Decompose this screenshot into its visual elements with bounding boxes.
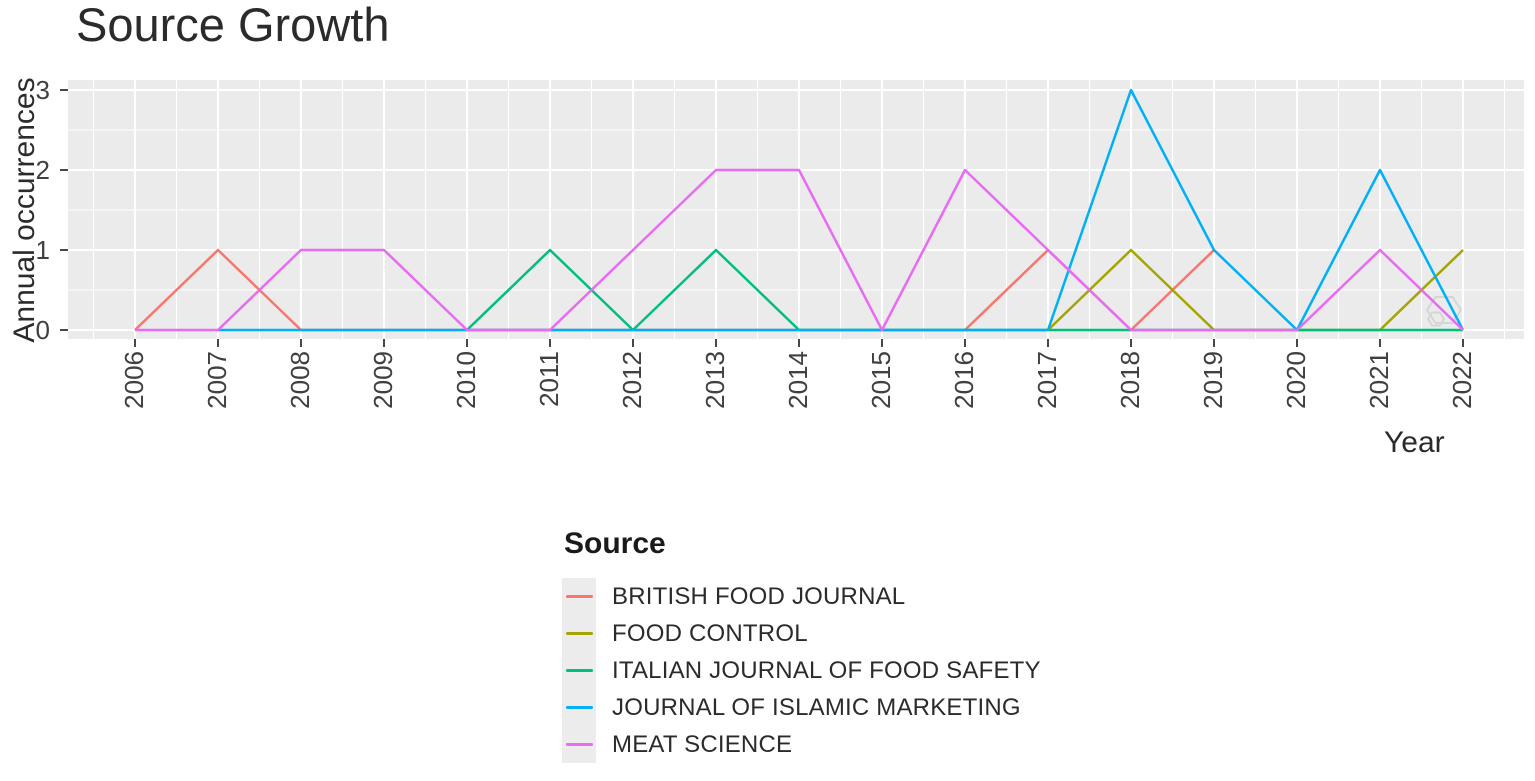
legend-line-swatch <box>565 631 593 636</box>
x-tick-label: 2016 <box>949 351 979 409</box>
x-tick-label: 2009 <box>368 351 398 409</box>
y-tick-label: 2 <box>35 155 50 185</box>
x-tick-label: 2020 <box>1281 351 1311 409</box>
x-tick-label: 2008 <box>285 351 315 409</box>
x-tick-label: 2017 <box>1032 351 1062 409</box>
x-tick-label: 2019 <box>1198 351 1228 409</box>
legend-line-swatch <box>565 668 593 673</box>
x-tick-label: 2013 <box>700 351 730 409</box>
legend-key <box>562 578 596 615</box>
legend-key <box>562 689 596 726</box>
legend-line-swatch <box>565 594 593 599</box>
y-tick-label: 1 <box>35 235 50 265</box>
legend-item: BRITISH FOOD JOURNAL <box>562 578 1041 615</box>
legend-item: MEAT SCIENCE <box>562 726 1041 763</box>
legend-item-label: BRITISH FOOD JOURNAL <box>612 582 906 610</box>
legend-line-swatch <box>565 742 593 747</box>
legend-key <box>562 615 596 652</box>
legend: Source BRITISH FOOD JOURNAL FOOD CONTROL I… <box>562 527 1041 763</box>
series-line-meat-science <box>135 168 1464 332</box>
series-line-journal-of-islamic-marketing <box>218 88 1465 332</box>
watermark-hexagon-icon <box>1425 296 1463 327</box>
x-tick-label: 2018 <box>1115 351 1145 409</box>
legend-line-swatch <box>565 705 593 710</box>
legend-item-label: ITALIAN JOURNAL OF FOOD SAFETY <box>612 656 1041 684</box>
x-tick-label: 2012 <box>617 351 647 409</box>
x-tick-label: 2010 <box>451 351 481 409</box>
legend-item: ITALIAN JOURNAL OF FOOD SAFETY <box>562 652 1041 689</box>
legend-title: Source <box>564 527 666 560</box>
legend-items: BRITISH FOOD JOURNAL FOOD CONTROL ITALIAN … <box>562 578 1041 763</box>
legend-item: JOURNAL OF ISLAMIC MARKETING <box>562 689 1041 726</box>
chart-title: Source Growth <box>76 0 390 51</box>
y-tick-label: 0 <box>35 315 50 345</box>
x-tick-label: 2007 <box>202 351 232 409</box>
legend-item-label: JOURNAL OF ISLAMIC MARKETING <box>612 693 1021 721</box>
x-tick-label: 2011 <box>534 351 564 407</box>
legend-item: FOOD CONTROL <box>562 615 1041 652</box>
x-tick-label: 2022 <box>1447 351 1477 409</box>
legend-key <box>562 652 596 689</box>
legend-item-label: MEAT SCIENCE <box>612 730 793 758</box>
x-tick-label: 2015 <box>866 351 896 409</box>
legend-item-label: FOOD CONTROL <box>612 619 808 647</box>
axis-ticks <box>60 89 1464 347</box>
y-tick-label: 3 <box>35 75 50 105</box>
legend-key <box>562 726 596 763</box>
x-tick-label: 2014 <box>783 351 813 409</box>
x-axis-title: Year <box>1384 426 1445 459</box>
x-tick-label: 2006 <box>119 351 149 409</box>
x-tick-label: 2021 <box>1364 351 1394 409</box>
